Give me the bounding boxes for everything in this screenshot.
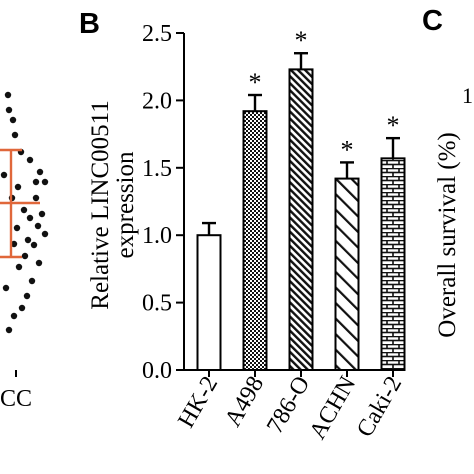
panel-label-c: C [422, 5, 443, 37]
y-axis-ticks: 0.0 0.5 1.0 1.5 2.0 2.5 [142, 21, 184, 384]
bar-a498 [242, 110, 268, 372]
scatter-dot [41, 230, 49, 238]
y-axis-label-line2: expression [112, 151, 139, 258]
y-axis-label-line1: Relative LINC00511 [87, 100, 114, 309]
scatter-dot [4, 91, 12, 99]
scatter-dot [32, 178, 40, 186]
bar-achn [334, 177, 360, 371]
bar-786-o [288, 68, 314, 372]
scatter-dot [20, 206, 28, 214]
panel-label-b: B [79, 8, 100, 40]
y-tick-label: 1.0 [142, 223, 172, 249]
x-tick-label: HK-2 [173, 372, 223, 432]
x-tick-label: Caki-2 [352, 372, 407, 442]
scatter-dot [10, 240, 18, 248]
scatter-dot [2, 284, 10, 292]
bars: * * * * [196, 26, 406, 372]
scatter-dot [28, 277, 36, 285]
scatter-dot [38, 210, 46, 218]
y-tick-label: 0.5 [142, 291, 172, 317]
scatter-dot [0, 171, 8, 179]
scatter-dot [36, 168, 44, 176]
y-tick-label: 2.5 [142, 21, 172, 47]
left-x-label-fragment: CC [0, 386, 32, 412]
significance-mark: * [387, 111, 400, 140]
scatter-dot [32, 194, 40, 202]
scatter-dot [21, 252, 29, 260]
scatter-dot [5, 326, 13, 334]
bar-caki-2 [380, 157, 406, 371]
right-panel-tick-fragment: 1 [462, 83, 473, 108]
scatter-dot [18, 304, 26, 312]
significance-mark: * [295, 26, 308, 55]
significance-mark: * [249, 68, 262, 97]
x-tick-label: ACHN [305, 372, 362, 444]
scatter-dot [14, 183, 22, 191]
scatter-dot [10, 312, 18, 320]
scatter-dot [30, 241, 38, 249]
scatter-dot [15, 263, 23, 271]
scatter-dot [35, 259, 43, 267]
scatter-dot [26, 214, 34, 222]
right-panel-y-axis-label: Overall survival (%) [434, 132, 461, 337]
bar-hk-2 [196, 234, 222, 371]
scatter-dot [24, 236, 32, 244]
scatter-dot [34, 222, 42, 230]
scatter-dot [5, 106, 13, 114]
scatter-dot [41, 178, 49, 186]
scatter-dot [9, 116, 17, 124]
left-panel-scatter: CC [0, 91, 49, 412]
y-tick-label: 1.5 [142, 156, 172, 182]
significance-mark: * [341, 135, 354, 164]
scatter-dot [13, 224, 21, 232]
scatter-dot [11, 131, 19, 139]
scatter-dot [26, 156, 34, 164]
x-tick-label: A498 [220, 372, 269, 431]
scatter-dot [23, 292, 31, 300]
y-tick-label: 2.0 [142, 88, 172, 114]
y-tick-label: 0.0 [142, 358, 172, 384]
